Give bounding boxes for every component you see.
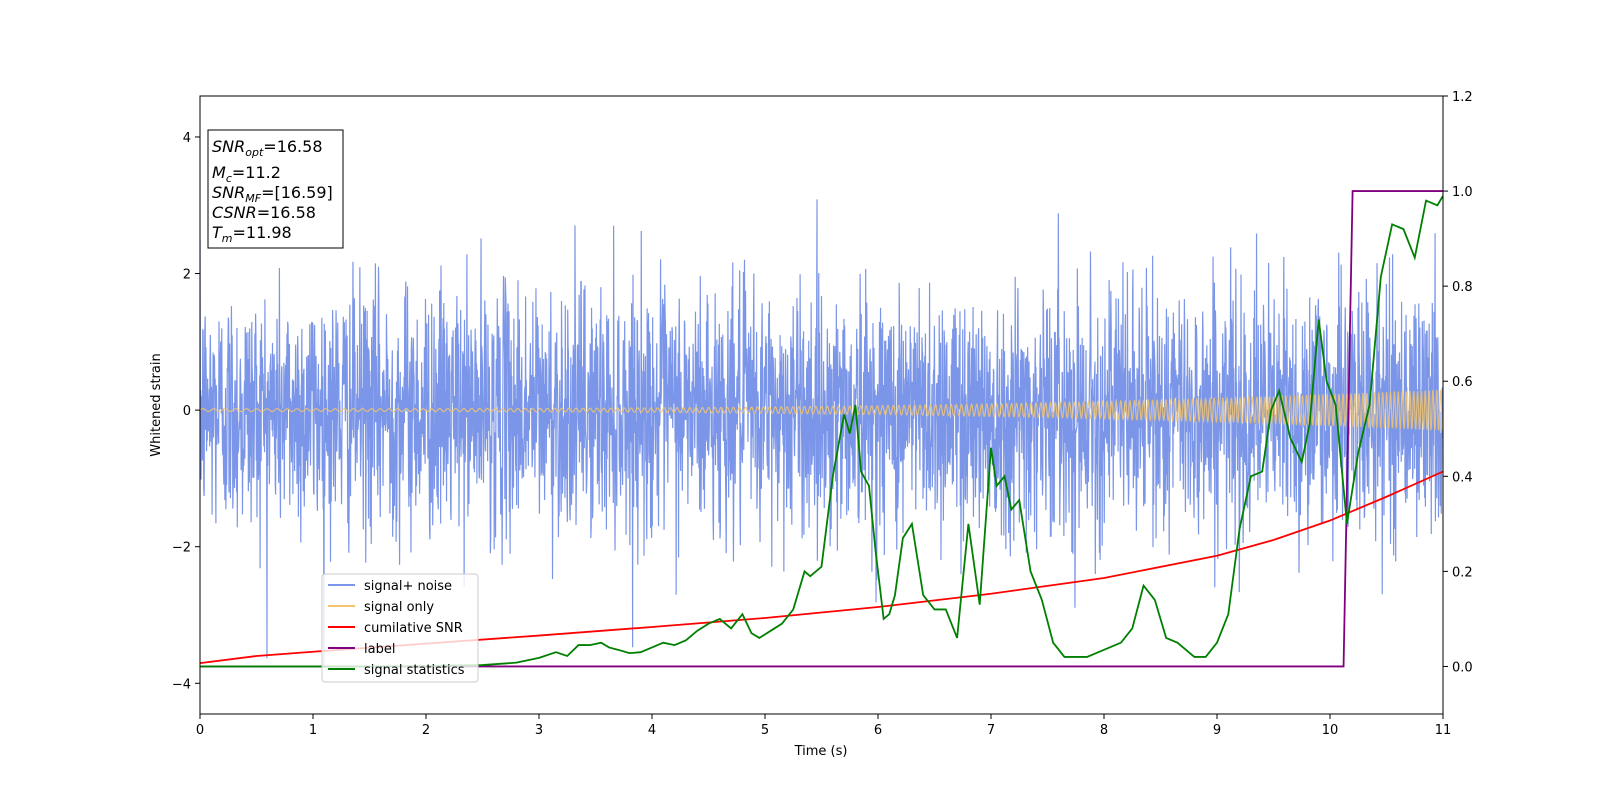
- y-left-tick-label: −4: [172, 677, 191, 692]
- y-left-tick-label: −2: [172, 541, 191, 556]
- legend-entry: label: [364, 642, 395, 657]
- info-snr-mf: SNRMF=[16.59]: [212, 183, 333, 205]
- series-signal-noise: [200, 199, 1443, 668]
- series-signal-statistics: [200, 195, 1443, 668]
- y-axis-label: Whitened strain: [149, 353, 164, 456]
- info-box: SNRopt=16.58 Mc=11.2 SNRMF=[16.59] CSNR=…: [207, 129, 344, 249]
- x-axis-label: Time (s): [794, 744, 848, 759]
- x-tick-label: 2: [422, 723, 430, 738]
- x-tick-label: 5: [761, 723, 769, 738]
- y-right-tick-label: 0.6: [1452, 375, 1473, 390]
- x-tick-label: 8: [1100, 723, 1108, 738]
- info-csnr: CSNR=16.58: [212, 203, 316, 222]
- plot-frame: [199, 95, 1444, 715]
- info-box-frame: [207, 129, 344, 249]
- info-mc: Mc=11.2: [212, 163, 281, 185]
- y-left-tick-label: 4: [183, 131, 191, 146]
- x-tick-label: 4: [648, 723, 656, 738]
- y-right-tick-label: 1.2: [1452, 90, 1473, 105]
- axis-ticks: 0 1 2 3 4 5 6 7 8 9 10 11 −4 −2 0 2 4 0.0 0.2 0.4 0.6 0.8 1.0 1…: [172, 90, 1473, 738]
- x-tick-label: 9: [1213, 723, 1221, 738]
- y-right-tick-label: 0.0: [1452, 660, 1473, 675]
- legend-entry: signal statistics: [364, 663, 465, 678]
- y-left-tick-label: 0: [183, 404, 191, 419]
- legend-entry: signal+ noise: [364, 579, 452, 594]
- legend-entry: signal only: [364, 600, 434, 615]
- info-tm: Tm=11.98: [212, 223, 292, 245]
- info-snr-opt: SNRopt=16.58: [212, 137, 323, 159]
- series-label: [200, 190, 1443, 668]
- legend: signal+ noise signal only cumilative SNR la…: [321, 573, 479, 683]
- x-tick-label: 0: [196, 723, 204, 738]
- y-left-tick-label: 2: [183, 268, 191, 283]
- y-right-tick-label: 0.2: [1452, 565, 1473, 580]
- series-signal-only: [200, 388, 1443, 431]
- x-tick-label: 10: [1322, 723, 1339, 738]
- y-right-tick-label: 0.8: [1452, 280, 1473, 295]
- x-tick-label: 11: [1435, 723, 1452, 738]
- y-right-tick-label: 0.4: [1452, 470, 1473, 485]
- x-tick-label: 1: [309, 723, 317, 738]
- x-tick-label: 7: [987, 723, 995, 738]
- legend-box: [321, 573, 479, 683]
- x-tick-label: 3: [535, 723, 543, 738]
- x-tick-label: 6: [874, 723, 882, 738]
- legend-entry: cumilative SNR: [364, 621, 463, 636]
- y-right-tick-label: 1.0: [1452, 185, 1473, 200]
